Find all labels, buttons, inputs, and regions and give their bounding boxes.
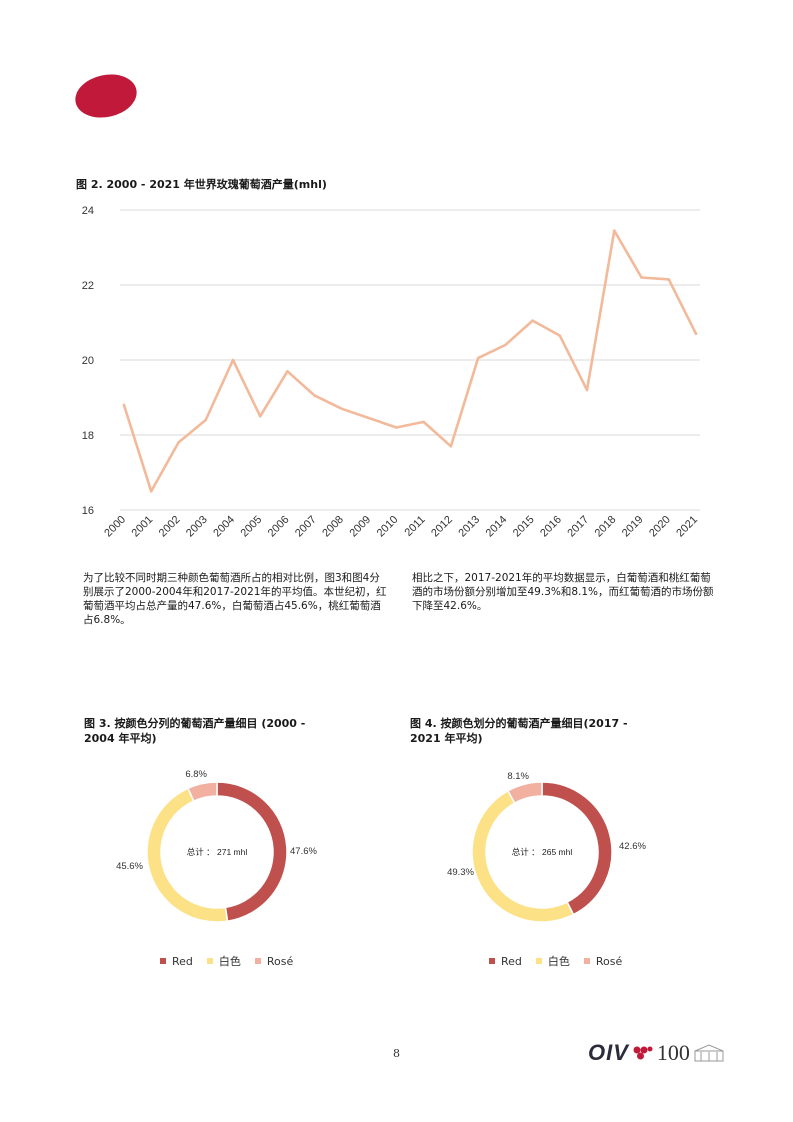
x-tick-label: 2018 xyxy=(593,514,619,540)
legend-item: Rosé xyxy=(254,954,294,968)
data-point xyxy=(367,416,371,420)
x-tick-label: 2008 xyxy=(320,514,346,540)
legend-label: Red xyxy=(172,954,193,968)
x-tick-label: 2011 xyxy=(403,514,428,539)
donut-center-label: 总计 ： 271 mhl xyxy=(187,847,248,857)
building-icon xyxy=(694,1044,724,1062)
data-point xyxy=(204,418,208,422)
figure2-title: 图 2. 2000 - 2021 年世界玫瑰葡萄酒产量(mhl) xyxy=(76,178,327,191)
data-point xyxy=(231,358,235,362)
donut-chart-2017-2021: 42.6% 49.3% 8.1% 总计 ： 265 mhl xyxy=(447,771,646,923)
slice-label: 8.1% xyxy=(507,771,529,782)
legend-label: 白色 xyxy=(218,955,241,968)
legend-swatch xyxy=(206,958,213,964)
y-tick-label: 24 xyxy=(82,205,94,217)
data-point xyxy=(286,369,289,373)
data-point xyxy=(640,276,643,279)
data-point xyxy=(177,441,180,444)
legend-item: Red xyxy=(489,955,522,968)
slice-label: 45.6% xyxy=(116,861,143,872)
paragraph-right: 相比之下，2017-2021年的平均数据显示，白葡萄酒和桃红葡萄酒的市场份额分别… xyxy=(412,572,714,612)
x-tick-label: 2002 xyxy=(157,514,183,540)
data-point xyxy=(504,343,507,347)
donut-slice-rosé xyxy=(506,781,543,805)
slice-label: 49.3% xyxy=(447,867,474,878)
page-number: 8 xyxy=(393,1047,400,1060)
data-point xyxy=(149,489,153,493)
x-tick-label: 2016 xyxy=(538,514,564,540)
grape-icon xyxy=(633,1046,653,1060)
x-tick-label: 2004 xyxy=(211,514,237,540)
figure4-title-line2: 2021 年平均) xyxy=(410,732,483,745)
figure4-title-line1: 图 4. 按颜色划分的葡萄酒产量细目(2017 - xyxy=(410,717,628,730)
legend-label: Rosé xyxy=(595,954,623,968)
data-point xyxy=(585,388,589,392)
figure3-title: 图 3. 按颜色分列的葡萄酒产量细目 (2000 - 2004 年平均) xyxy=(84,716,384,746)
data-point xyxy=(694,332,698,336)
legend-swatch xyxy=(535,958,542,964)
slice-label: 47.6% xyxy=(290,846,317,857)
legend-label: Rosé xyxy=(266,954,294,968)
x-tick-label: 2020 xyxy=(647,514,673,540)
legend-label: 白色 xyxy=(547,955,570,968)
slice-label: 6.8% xyxy=(185,769,207,780)
x-tick-label: 2012 xyxy=(429,514,455,540)
figure4-title: 图 4. 按颜色划分的葡萄酒产量细目(2017 - 2021 年平均) xyxy=(410,716,710,746)
y-tick-label: 18 xyxy=(82,430,94,442)
legend-swatch xyxy=(254,958,261,964)
x-tick-label: 2015 xyxy=(511,514,537,540)
x-tick-label: 2010 xyxy=(375,514,401,540)
oiv-brand-blob xyxy=(71,69,141,123)
x-tick-label: 2000 xyxy=(102,514,128,540)
x-tick-label: 2005 xyxy=(239,514,265,540)
oiv-logo-number: 100 xyxy=(656,1040,690,1065)
x-tick-label: 2006 xyxy=(266,514,292,540)
legend-item: 白色 xyxy=(206,953,241,969)
x-tick-label: 2014 xyxy=(484,514,510,540)
data-point xyxy=(558,334,562,337)
x-tick-label: 2013 xyxy=(456,514,482,540)
data-point xyxy=(313,394,316,397)
data-point xyxy=(258,414,262,418)
slice-label: 42.6% xyxy=(619,841,646,852)
legend-item: Red xyxy=(160,955,193,968)
x-tick-label: 2017 xyxy=(565,514,591,540)
x-tick-label: 2007 xyxy=(293,514,319,540)
legend-swatch xyxy=(583,958,590,964)
legend-figure4: Red 白色 Rosé xyxy=(489,953,622,969)
figure3-title-line1: 图 3. 按颜色分列的葡萄酒产量细目 (2000 - xyxy=(84,717,306,730)
legend-label: Red xyxy=(501,954,522,968)
data-point xyxy=(395,426,398,429)
donut-slice-rosé xyxy=(187,781,218,803)
x-tick-label: 2009 xyxy=(347,514,373,540)
data-point xyxy=(612,229,616,232)
data-point xyxy=(667,278,671,281)
legend-figure3: Red 白色 Rosé xyxy=(160,953,293,969)
x-tick-label: 2021 xyxy=(674,514,700,540)
x-tick-label: 2001 xyxy=(130,514,156,540)
data-point xyxy=(122,403,126,407)
oiv-100-logo: OIV 100 xyxy=(588,1040,724,1066)
data-point xyxy=(476,356,480,360)
x-tick-label: 2003 xyxy=(184,514,210,540)
data-point xyxy=(422,420,425,424)
series-line xyxy=(122,229,698,493)
donut-chart-2000-2004: 47.6% 45.6% 6.8% 总计 ： 271 mhl xyxy=(116,769,317,923)
x-tick-label: 2019 xyxy=(620,514,646,540)
data-point xyxy=(531,319,534,322)
data-point xyxy=(340,407,344,411)
legend-item: 白色 xyxy=(535,953,570,969)
paragraph-left: 为了比较不同时期三种颜色葡萄酒所占的相对比例，图3和图4分别展示了2000-20… xyxy=(83,572,387,626)
y-tick-label: 22 xyxy=(82,280,94,292)
legend-item: Rosé xyxy=(583,954,623,968)
figure3-title-line2: 2004 年平均) xyxy=(84,732,157,745)
legend-swatch xyxy=(489,958,495,964)
donut-center-label: 总计 ： 265 mhl xyxy=(512,847,573,857)
y-tick-label: 20 xyxy=(82,355,94,367)
y-tick-label: 16 xyxy=(82,505,94,517)
data-point xyxy=(449,444,453,448)
oiv-logo-text: OIV xyxy=(588,1040,629,1065)
legend-swatch xyxy=(160,958,166,964)
